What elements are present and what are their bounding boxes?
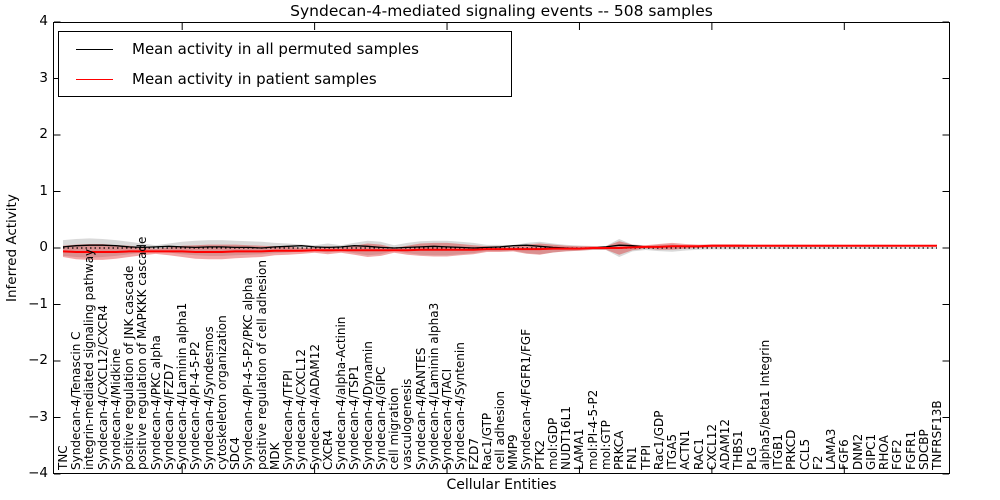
x-category-label: Syndecan-4/TSP1 (347, 365, 362, 470)
y-tick-label: −1 (28, 295, 48, 312)
legend-entry-patient: Mean activity in patient samples (59, 64, 511, 94)
y-tick-label: −4 (28, 465, 48, 481)
legend-label-patient: Mean activity in patient samples (132, 70, 377, 88)
x-category-label: Syndecan-4/Syntenin (453, 342, 468, 470)
x-axis-label: Cellular Entities (446, 477, 557, 493)
y-tick-label: 1 (39, 182, 48, 199)
x-category-label: FGFR1 (903, 430, 918, 470)
legend-label-permuted: Mean activity in all permuted samples (132, 40, 419, 58)
legend: Mean activity in all permuted samples Me… (58, 31, 512, 97)
x-category-label: CXCL12 (704, 423, 719, 470)
x-category-label: Syndecan-4/RANTES (413, 347, 428, 470)
x-category-label: THBS1 (731, 430, 746, 470)
x-category-label: Syndecan-4/CXCL12/CXCR4 (95, 304, 110, 470)
x-category-label: Syndecan-4/Laminin alpha3 (426, 302, 441, 470)
y-tick-label: −3 (28, 408, 48, 425)
x-category-label: Syndecan-4/PKC alpha (148, 335, 163, 470)
x-category-label: ACTN1 (678, 429, 693, 470)
y-tick-label: −2 (28, 352, 48, 368)
permuted-line-sample-icon (76, 48, 113, 50)
x-category-label: Syndecan-4/Dynamin (360, 341, 375, 470)
x-category-label: vasculogenesis (400, 378, 415, 470)
x-category-label: FN1 (625, 446, 640, 470)
x-category-label: Syndecan-4/FGFR1/FGF (519, 328, 534, 470)
x-category-label: Syndecan-4/PI-4-5-P2/PKC alpha (241, 277, 256, 470)
y-tick-label: 3 (39, 69, 48, 86)
x-category-label: PRKCD (784, 429, 799, 470)
patient-line-sample-icon (76, 78, 113, 80)
x-category-label: MDK (267, 442, 282, 470)
x-category-label: Syndecan-4/PI-4-5-P2 (188, 341, 203, 470)
x-category-label: Syndecan-4/FZD7 (161, 363, 176, 470)
x-category-label: PLG (744, 446, 759, 470)
x-category-label: alpha5/beta1 Integrin (757, 339, 772, 470)
chart-title: Syndecan-4-mediated signaling events -- … (290, 2, 713, 20)
x-category-label: SDCBP (916, 429, 931, 470)
x-category-label: F2 (810, 455, 825, 470)
x-category-label: Syndecan-4/GIPC (373, 366, 388, 470)
y-tick-label: 0 (39, 239, 48, 255)
x-category-label: mol:GTP (598, 420, 613, 470)
x-category-label: FGF2 (890, 439, 905, 470)
x-category-label: PTK2 (532, 439, 547, 470)
x-category-label: FZD7 (466, 438, 481, 470)
x-category-label: RAC1 (691, 438, 706, 470)
x-category-label: integrin-mediated signaling pathway (82, 248, 97, 470)
x-category-label: LAMA1 (572, 428, 587, 470)
x-category-label: positive regulation of MAPKKK cascade (135, 236, 150, 470)
x-category-label: Syndecan-4/CXCL12 (294, 349, 309, 470)
x-category-label: GIPC1 (863, 433, 878, 470)
x-category-label: Syndecan-4/ADAM12 (307, 344, 322, 470)
x-category-label: CCL5 (797, 438, 812, 470)
x-category-label: FGF6 (837, 439, 852, 470)
x-category-label: TFPI (638, 444, 653, 470)
x-category-label: cytoskeleton organization (214, 315, 229, 470)
x-category-label: CXCR4 (320, 429, 335, 470)
x-category-label: positive regulation of cell adhesion (254, 260, 269, 470)
x-category-label: Rac1/GTP (479, 412, 494, 470)
x-category-label: Syndecan-4/Syndesmos (201, 326, 216, 470)
x-category-label: TNFRSF13B (930, 400, 944, 470)
y-tick-label: 4 (39, 13, 48, 29)
legend-entry-permuted: Mean activity in all permuted samples (59, 34, 511, 64)
x-category-label: mol:PI-4-5-P2 (585, 389, 600, 470)
x-category-label: DNM2 (850, 433, 865, 470)
y-tick-label: 2 (39, 126, 48, 142)
x-category-label: Rac1/GDP (651, 410, 666, 470)
